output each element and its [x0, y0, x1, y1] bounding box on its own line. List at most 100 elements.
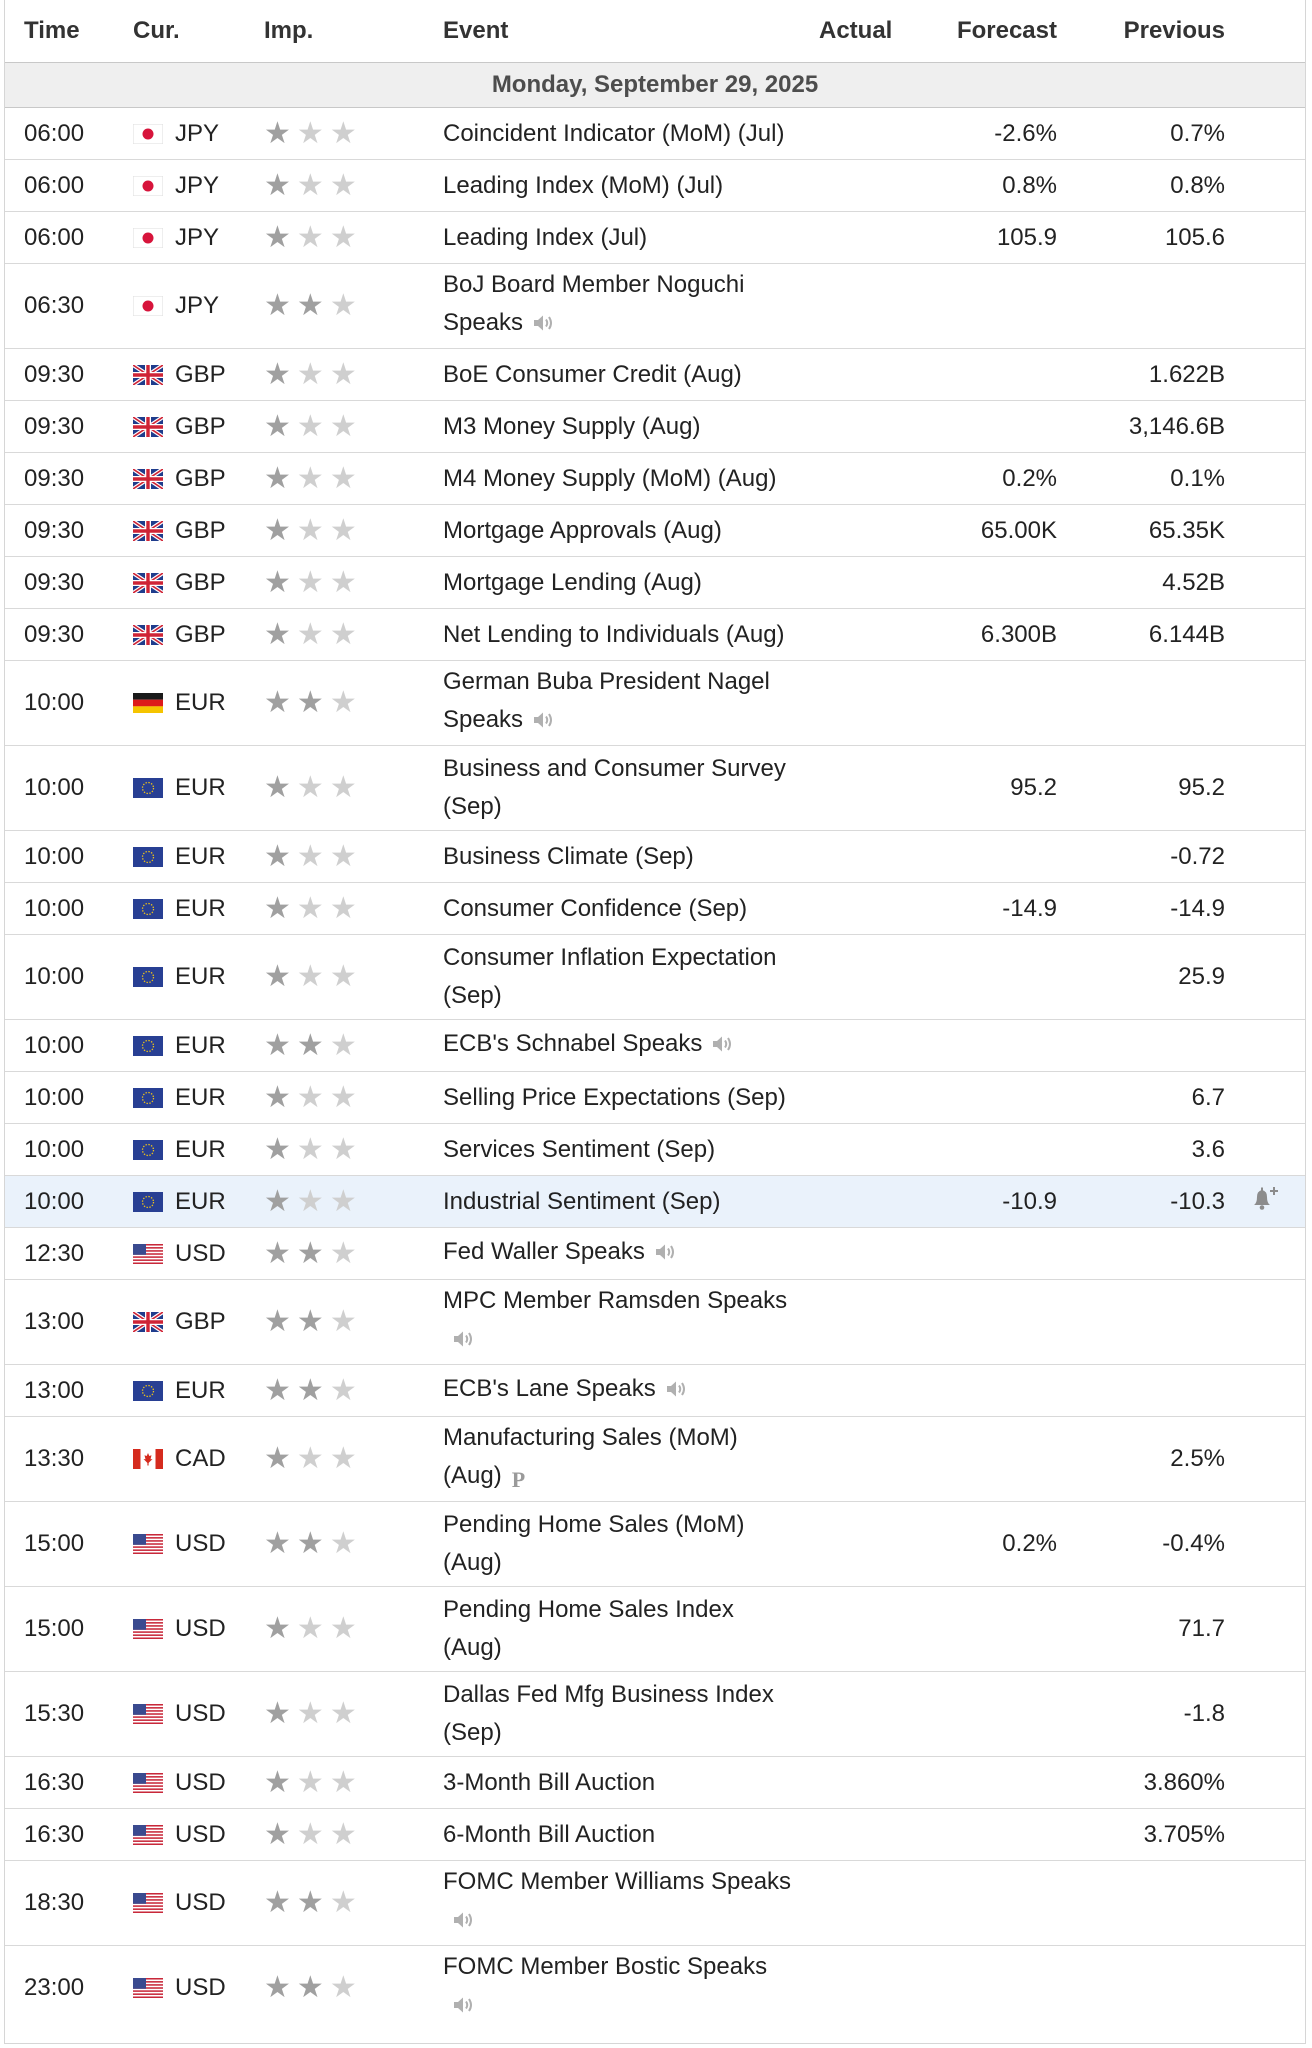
speaker-icon[interactable] [710, 1029, 736, 1067]
event-name[interactable]: MPC Member Ramsden Speaks [443, 1279, 819, 1365]
star-empty-icon: ★ [329, 565, 363, 599]
event-name-text: 6-Month Bill Auction [443, 1820, 656, 1848]
event-name[interactable]: Consumer Confidence (Sep) [443, 882, 819, 935]
header-forecast[interactable]: Forecast [956, 17, 1057, 44]
event-row[interactable]: 15:00 USD ★★★ Pending Home Sales (MoM) (Aug)… [5, 1501, 1305, 1587]
event-name[interactable]: Business and Consumer Survey (Sep) [443, 745, 819, 831]
speaker-icon[interactable] [531, 705, 557, 743]
event-row[interactable]: 13:00 GBP ★★★ MPC Member Ramsden Speaks [5, 1279, 1305, 1365]
event-name[interactable]: Dallas Fed Mfg Business Index (Sep) [443, 1671, 819, 1757]
header-previous[interactable]: Previous [1123, 17, 1225, 44]
event-row[interactable]: 10:00 EUR ★★★ Consumer Inflation Expectatio… [5, 934, 1305, 1020]
event-name[interactable]: BoJ Board Member Noguchi Speaks [443, 263, 819, 349]
event-name[interactable]: Leading Index (MoM) (Jul) [443, 159, 819, 212]
event-row[interactable]: 10:00 EUR ★★★ ECB's Schnabel Speaks [5, 1019, 1305, 1072]
event-name[interactable]: Manufacturing Sales (MoM) (Aug) P [443, 1416, 819, 1502]
header-actual[interactable]: Actual [819, 17, 893, 44]
event-row[interactable]: 06:00 JPY ★★★ Coincident Indicator (MoM) (J… [5, 107, 1305, 160]
event-actual [819, 830, 923, 883]
event-row[interactable]: 23:00 USD ★★★ FOMC Member Bostic Speaks [5, 1945, 1305, 2030]
event-name[interactable]: Selling Price Expectations (Sep) [443, 1071, 819, 1124]
event-forecast: 65.00K [923, 504, 1057, 557]
event-name[interactable]: Pending Home Sales Index (Aug) [443, 1586, 819, 1672]
star-empty-icon: ★ [329, 1765, 363, 1799]
event-name[interactable]: 3-Month Bill Auction [443, 1756, 819, 1809]
preliminary-icon: P [511, 1467, 526, 1492]
event-row[interactable]: 10:00 EUR ★★★ German Buba President Nagel Sp… [5, 660, 1305, 746]
event-row[interactable]: 10:00 EUR ★★★ Consumer Confidence (Sep) -14.… [5, 882, 1305, 935]
event-row[interactable]: 09:30 GBP ★★★ Net Lending to Individuals (A… [5, 608, 1305, 661]
event-row[interactable]: 09:30 GBP ★★★ BoE Consumer Credit (Aug) 1.62… [5, 348, 1305, 401]
currency-code: GBP [175, 360, 226, 388]
event-actual [819, 745, 923, 831]
alert-cell [1225, 107, 1305, 160]
event-actual [819, 263, 923, 349]
header-event[interactable]: Event [443, 17, 509, 44]
event-name[interactable]: M4 Money Supply (MoM) (Aug) [443, 452, 819, 505]
event-name[interactable]: FOMC Member Bostic Speaks [443, 1945, 819, 2030]
speaker-icon[interactable] [451, 1324, 477, 1362]
event-row[interactable]: 06:30 JPY ★★★ BoJ Board Member Noguchi Speak… [5, 263, 1305, 349]
event-row[interactable]: 15:00 USD ★★★ Pending Home Sales Index (Aug)… [5, 1586, 1305, 1672]
event-time: 10:00 [5, 1123, 133, 1176]
currency-cell: JPY [133, 107, 264, 160]
event-row[interactable]: 09:30 GBP ★★★ M4 Money Supply (MoM) (Aug) 0.… [5, 452, 1305, 505]
event-row[interactable]: 13:30 CAD ★★★ Manufacturing Sales (MoM) (Aug… [5, 1416, 1305, 1502]
event-name[interactable]: 6-Month Bill Auction [443, 1808, 819, 1861]
event-row[interactable]: 06:00 JPY ★★★ Leading Index (Jul) 105.9 105.6 [5, 211, 1305, 264]
event-row[interactable]: 09:30 GBP ★★★ Mortgage Lending (Aug) 4.52B [5, 556, 1305, 609]
event-name[interactable]: Leading Index (Jul) [443, 211, 819, 264]
speaker-icon[interactable] [531, 308, 557, 346]
event-name[interactable]: Services Sentiment (Sep) [443, 1123, 819, 1176]
event-name[interactable]: German Buba President Nagel Speaks [443, 660, 819, 746]
header-currency[interactable]: Cur. [133, 17, 180, 44]
speaker-icon[interactable] [664, 1374, 690, 1412]
speaker-icon[interactable] [451, 1905, 477, 1943]
event-row[interactable]: 10:00 EUR ★★★ Business and Consumer Survey(… [5, 745, 1305, 831]
flag-gb-icon [133, 624, 163, 645]
header-importance[interactable]: Imp. [264, 17, 314, 44]
event-actual [819, 660, 923, 746]
speaker-icon[interactable] [653, 1237, 679, 1275]
event-previous [1057, 1364, 1225, 1417]
event-row[interactable]: 18:30 USD ★★★ FOMC Member Williams Speaks [5, 1860, 1305, 1946]
event-time: 10:00 [5, 882, 133, 935]
event-row[interactable]: 09:30 GBP ★★★ M3 Money Supply (Aug) 3,146.6B [5, 400, 1305, 453]
event-row[interactable]: 16:30 USD ★★★ 3-Month Bill Auction 3.860% [5, 1756, 1305, 1809]
event-name-line: (Sep) [443, 793, 502, 820]
event-row[interactable]: 10:00 EUR ★★★ Selling Price Expectations (S… [5, 1071, 1305, 1124]
event-row[interactable]: 09:30 GBP ★★★ Mortgage Approvals (Aug) 65.00… [5, 504, 1305, 557]
event-name[interactable]: Mortgage Lending (Aug) [443, 556, 819, 609]
event-name[interactable]: Business Climate (Sep) [443, 830, 819, 883]
bell-plus-icon[interactable] [1248, 1183, 1282, 1220]
header-time[interactable]: Time [24, 17, 80, 44]
event-row[interactable]: 12:30 USD ★★★ Fed Waller Speaks [5, 1227, 1305, 1280]
event-forecast [923, 263, 1057, 349]
event-forecast [923, 1364, 1057, 1417]
event-name[interactable]: Coincident Indicator (MoM) (Jul) [443, 107, 819, 160]
event-row[interactable]: 06:00 JPY ★★★ Leading Index (MoM) (Jul) 0.8%… [5, 159, 1305, 212]
event-name[interactable]: ECB's Schnabel Speaks [443, 1019, 819, 1072]
event-row[interactable]: 16:30 USD ★★★ 6-Month Bill Auction 3.705% [5, 1808, 1305, 1861]
event-name[interactable]: Mortgage Approvals (Aug) [443, 504, 819, 557]
event-forecast [923, 1808, 1057, 1861]
event-row[interactable]: 10:00 EUR ★★★ Services Sentiment (Sep) 3.6 [5, 1123, 1305, 1176]
event-name[interactable]: BoE Consumer Credit (Aug) [443, 348, 819, 401]
event-name[interactable]: Net Lending to Individuals (Aug) [443, 608, 819, 661]
event-name[interactable]: Industrial Sentiment (Sep) [443, 1175, 819, 1228]
event-name[interactable]: Pending Home Sales (MoM) (Aug) [443, 1501, 819, 1587]
event-name[interactable]: ECB's Lane Speaks [443, 1364, 819, 1417]
event-row[interactable]: 10:00 EUR ★★★ Business Climate (Sep) -0.72 [5, 830, 1305, 883]
event-name[interactable]: Fed Waller Speaks [443, 1227, 819, 1280]
event-row[interactable]: 10:00 EUR ★★★ Industrial Sentiment (Sep) -10… [5, 1175, 1305, 1228]
currency-code: CAD [175, 1445, 226, 1472]
star-empty-icon: ★ [296, 1765, 330, 1799]
event-actual [819, 608, 923, 661]
event-name[interactable]: Consumer Inflation Expectation (Sep) [443, 934, 819, 1020]
event-name[interactable]: FOMC Member Williams Speaks [443, 1860, 819, 1946]
event-row[interactable]: 13:00 EUR ★★★ ECB's Lane Speaks [5, 1364, 1305, 1417]
event-name[interactable]: M3 Money Supply (Aug) [443, 400, 819, 453]
event-actual [819, 1175, 923, 1228]
speaker-icon[interactable] [451, 1990, 477, 2028]
event-row[interactable]: 15:30 USD ★★★ Dallas Fed Mfg Business Index… [5, 1671, 1305, 1757]
